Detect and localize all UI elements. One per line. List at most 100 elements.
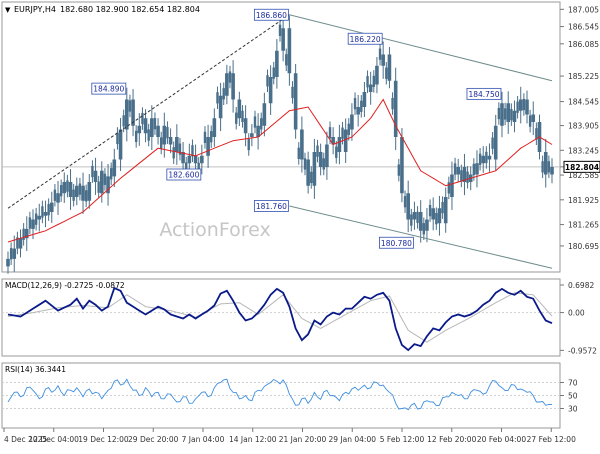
moving-average-line <box>7 98 553 243</box>
candle-body <box>84 190 88 202</box>
candle-body <box>206 137 210 156</box>
macd-title: MACD(12,26,9) -0.2725 -0.0872 <box>5 281 125 290</box>
price-tick-label: 183.905 <box>568 122 599 131</box>
x-tick-label: 21 Jan 20:00 <box>279 435 327 444</box>
candle-body <box>337 137 342 152</box>
candle-body <box>168 137 173 145</box>
candle-body <box>116 132 119 145</box>
candle-body <box>343 129 348 152</box>
annotation-label: 186.220 <box>350 35 381 44</box>
candle-body <box>418 212 423 231</box>
candle-body <box>68 182 73 197</box>
candle-body <box>128 100 132 112</box>
candle-body <box>312 152 317 186</box>
candle-body <box>441 201 444 214</box>
candle-body <box>375 65 379 85</box>
price-tick-label: 181.265 <box>568 221 599 230</box>
candle-body <box>391 97 394 110</box>
price-tick-label: 187.005 <box>568 5 599 14</box>
macd-tick-label: 0.00 <box>568 309 585 318</box>
candles <box>6 15 554 274</box>
candle-body <box>368 84 373 92</box>
candle-body <box>550 167 554 175</box>
candle-body <box>78 183 82 195</box>
candle-body <box>506 103 511 122</box>
candle-body <box>87 182 92 201</box>
candle-body <box>372 75 375 87</box>
candle-body <box>91 165 94 178</box>
candle-body <box>422 223 426 235</box>
candle-body <box>437 208 442 224</box>
candle-body <box>137 125 142 134</box>
rsi-tick-label: 50 <box>568 392 578 401</box>
candle-body <box>478 153 482 165</box>
candle-body <box>24 228 29 239</box>
candle-body <box>225 73 229 96</box>
candle-body <box>385 67 388 79</box>
candle-body <box>131 99 135 126</box>
candle-body <box>331 137 335 145</box>
candle-body <box>162 125 167 145</box>
price-tick-label: 186.545 <box>568 23 599 32</box>
price-annotation: 181.760 <box>253 200 289 212</box>
rsi-title: RSI(14) 36.3441 <box>5 365 66 374</box>
macd-tick-label: -0.9572 <box>568 346 597 355</box>
candle-body <box>141 112 144 125</box>
candle-body <box>175 137 179 152</box>
candle-body <box>497 107 501 120</box>
x-tick-label: 5 Feb 12:00 <box>380 435 425 444</box>
candle-body <box>56 193 60 203</box>
candle-body <box>247 138 250 151</box>
dotted-trendline <box>7 14 290 209</box>
candle-body <box>187 155 192 164</box>
candle-body <box>381 54 385 66</box>
candle-body <box>12 248 17 259</box>
candle-body <box>293 73 298 130</box>
candle-body <box>341 127 344 139</box>
candle-body <box>272 67 275 79</box>
candle-body <box>291 86 294 99</box>
candle-body <box>47 204 50 216</box>
candle-body <box>178 143 182 155</box>
candle-body <box>81 185 85 201</box>
candle-body <box>350 114 354 130</box>
candle-body <box>428 204 432 217</box>
pane-frame-1 <box>1 278 561 357</box>
candle-body <box>481 155 486 164</box>
candle-body <box>353 98 357 110</box>
candle-body <box>93 170 98 182</box>
rsi-tick-label: 70 <box>568 379 578 388</box>
rsi-pane: RSI(14) 36.3441 70 50 30 <box>2 365 578 414</box>
candle-body <box>59 185 63 197</box>
rsi-line <box>7 378 553 411</box>
candle-body <box>166 127 169 139</box>
candle-body <box>303 158 307 170</box>
annotation-box <box>166 168 202 181</box>
pane-frame-0 <box>1 1 561 273</box>
candle-body <box>210 131 213 143</box>
price-annotation: 186.220 <box>347 32 383 45</box>
candle-body <box>28 217 32 229</box>
candle-body <box>543 152 548 175</box>
candle-body <box>74 185 79 197</box>
candle-body <box>237 99 242 119</box>
candle-body <box>435 213 438 225</box>
candle-body <box>266 75 269 87</box>
annotation-box <box>253 200 289 212</box>
candle-body <box>203 131 207 143</box>
candle-body <box>362 92 367 107</box>
candle-body <box>366 76 369 88</box>
price-pane: ▼ EURJPY,H4 182.680 182.900 182.654 182.80… <box>2 5 600 274</box>
macd-line <box>7 286 553 352</box>
candle-body <box>535 128 538 140</box>
annotation-label: 181.760 <box>256 202 287 211</box>
price-annotation: 184.890 <box>91 82 127 95</box>
candle-body <box>222 88 225 100</box>
candle-body <box>360 100 363 112</box>
candle-body <box>43 212 48 216</box>
candle-body <box>416 211 419 224</box>
candle-body <box>516 101 519 113</box>
candle-body <box>310 171 313 184</box>
candle-body <box>456 167 461 175</box>
